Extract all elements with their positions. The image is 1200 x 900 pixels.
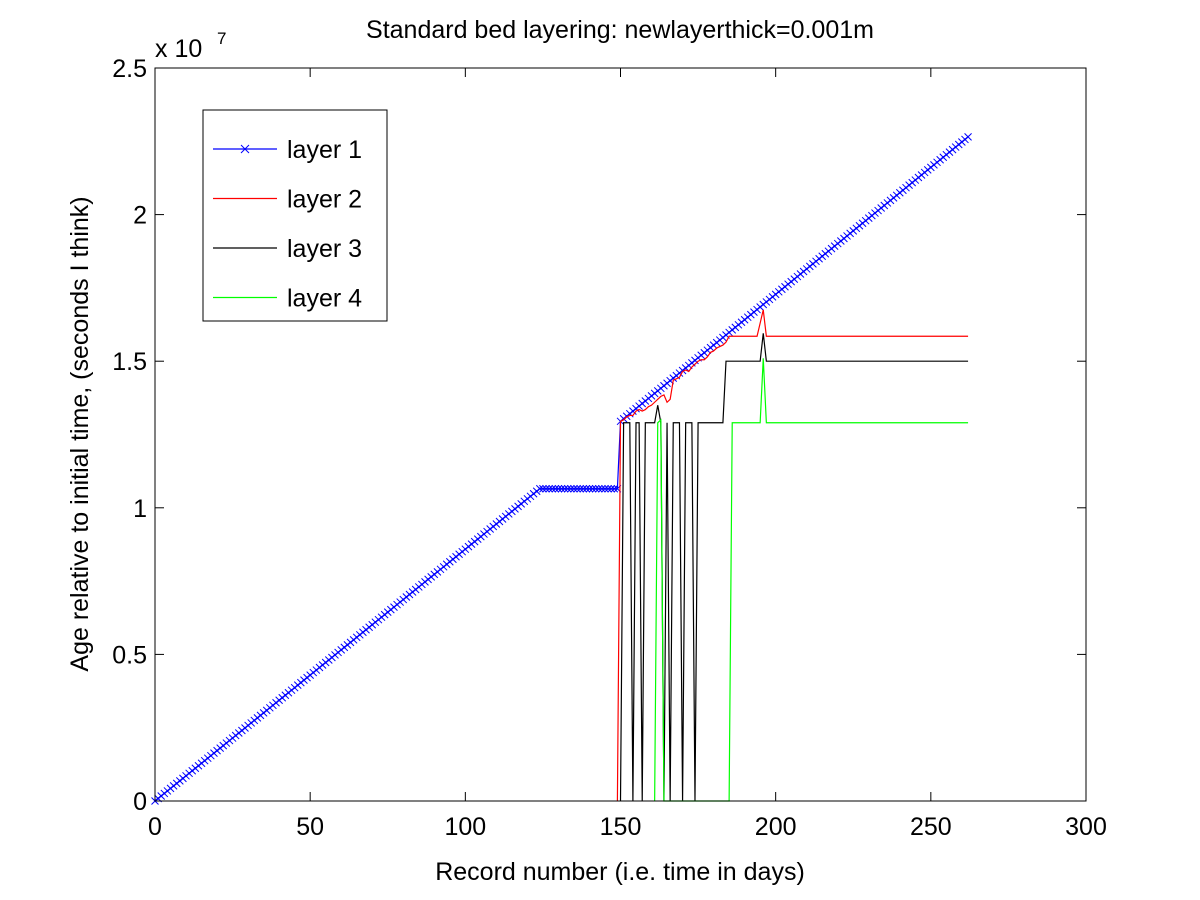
legend: layer 1 layer 2 layer 3 layer 4 (202, 109, 388, 322)
data-point (576, 484, 585, 493)
legend-label: layer 2 (287, 186, 362, 214)
legend-label: layer 1 (287, 136, 362, 164)
x-tick-label: 50 (296, 813, 324, 841)
series-1 (151, 133, 972, 805)
y-tick-label: 0.5 (112, 641, 147, 669)
data-point (557, 484, 566, 493)
y-tick-label: 2 (133, 202, 147, 230)
svg-text:x 10: x 10 (155, 35, 202, 63)
data-point (604, 484, 612, 493)
y-exponent-base: x 10 (155, 35, 202, 63)
data-point (964, 133, 972, 141)
x-axis-title: Record number (i.e. time in days) (435, 858, 805, 886)
legend-item: layer 4 (213, 285, 362, 313)
data-point (548, 484, 557, 493)
data-point (585, 484, 594, 493)
legend-marker (240, 144, 250, 154)
x-tick-label: 250 (910, 813, 952, 841)
legend-box (202, 109, 388, 322)
data-point (560, 484, 569, 493)
y-tick-label: 1.5 (112, 348, 147, 376)
data-point (545, 484, 553, 493)
x-tick-label: 300 (1065, 813, 1107, 841)
ticks-group: 0 50 100 150 200 250 300 0 0.5 1 1.5 2 2.5 (112, 55, 1107, 841)
legend-label: layer 4 (287, 285, 362, 313)
y-exponent-label: x 10 7 (155, 29, 226, 63)
data-point (588, 484, 597, 493)
data-point (607, 484, 616, 493)
data-point (582, 484, 591, 493)
data-point (542, 484, 550, 493)
data-point (566, 484, 575, 493)
data-point (554, 484, 563, 493)
data-point (598, 484, 606, 493)
data-point (539, 484, 547, 493)
series-group (151, 133, 972, 805)
data-point (570, 484, 578, 493)
data-point (601, 484, 609, 493)
data-point (573, 484, 581, 493)
data-point (591, 484, 600, 493)
x-tick-label: 200 (755, 813, 797, 841)
x-tick-label: 150 (600, 813, 642, 841)
series-4 (654, 358, 969, 802)
data-point (610, 484, 619, 493)
legend-item: layer 3 (213, 235, 362, 263)
legend-item: layer 1 (213, 136, 362, 164)
y-tick-label: 0 (133, 788, 147, 816)
data-point (563, 484, 572, 493)
x-tick-label: 100 (444, 813, 486, 841)
data-point (551, 484, 560, 493)
series-line-4 (654, 358, 969, 802)
x-tick-label: 0 (148, 813, 162, 841)
legend-label: layer 3 (287, 235, 362, 263)
data-point (594, 484, 603, 493)
series-line-2 (616, 309, 969, 802)
y-tick-label: 1 (133, 495, 147, 523)
data-point (535, 484, 544, 493)
data-point (579, 484, 588, 493)
legend-item: layer 2 (213, 186, 362, 214)
series-markers-1 (151, 133, 972, 805)
series-2 (616, 309, 969, 802)
y-axis-title: Age relative to initial time, (seconds I… (66, 196, 94, 671)
chart-title: Standard bed layering: newlayerthick=0.0… (366, 16, 874, 44)
svg-text:7: 7 (217, 29, 226, 48)
y-tick-label: 2.5 (112, 55, 147, 83)
y-exponent-power: 7 (217, 29, 226, 48)
